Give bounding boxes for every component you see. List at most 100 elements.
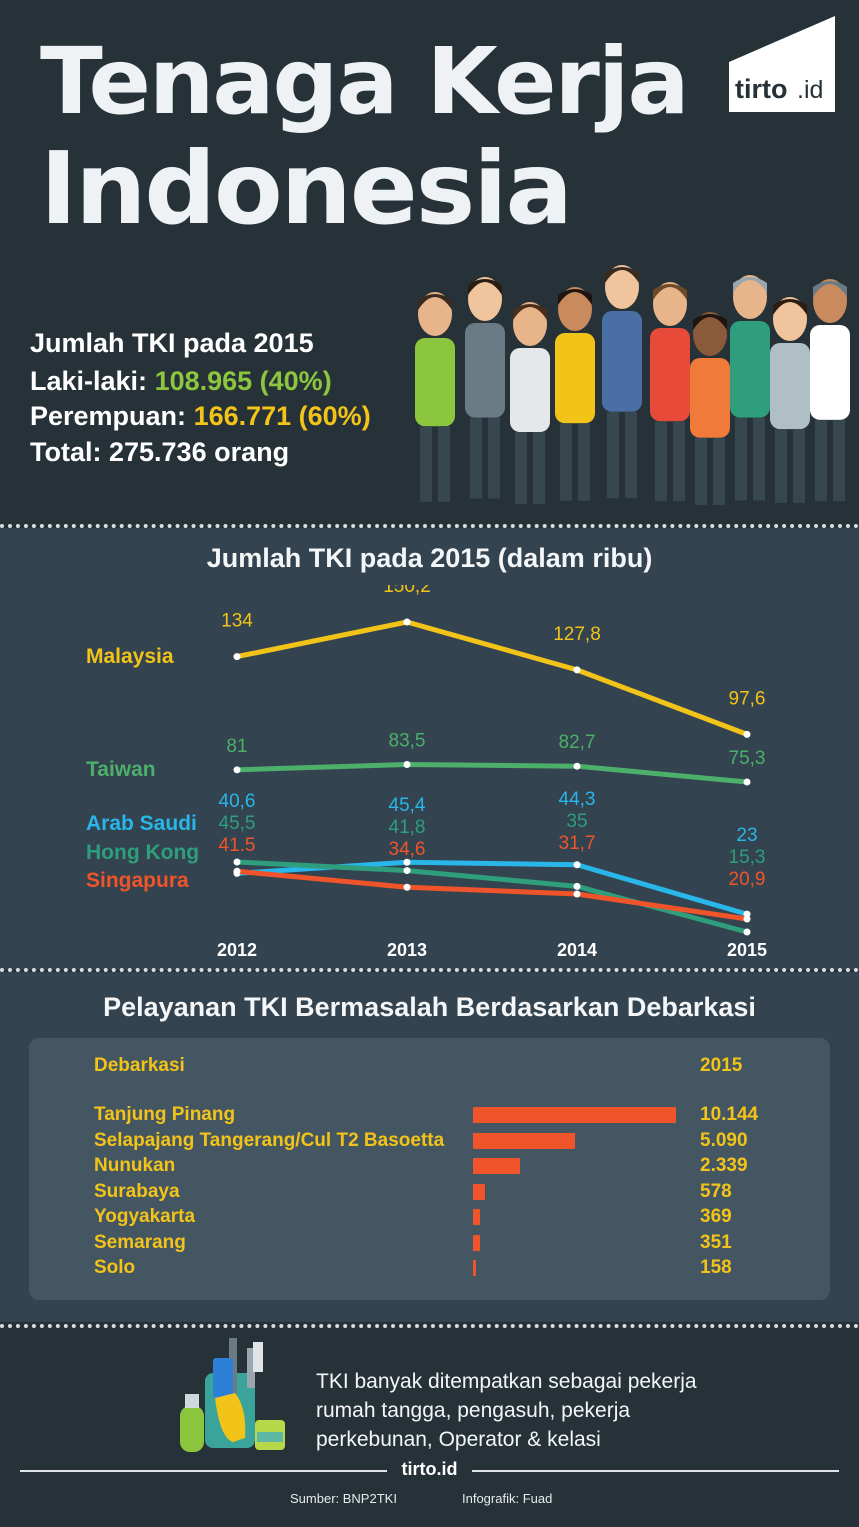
- debarkasi-label: Solo: [94, 1257, 136, 1278]
- debarkasi-label: Semarang: [94, 1231, 186, 1253]
- debarkasi-label: Nunukan: [94, 1155, 176, 1176]
- worker-figure: [690, 312, 730, 505]
- total-stat: Total: 275.736 orang: [30, 437, 290, 467]
- data-label: 81: [226, 736, 247, 757]
- workers-illustration: [415, 265, 850, 505]
- x-tick-label: 2014: [557, 940, 597, 960]
- data-label: 45,5: [219, 813, 256, 834]
- data-label: 83,5: [389, 730, 426, 751]
- source: Sumber: BNP2TKI: [290, 1491, 397, 1506]
- worker-figure: [510, 302, 550, 504]
- data-label: 41,8: [389, 817, 426, 838]
- data-label: 34,6: [389, 839, 426, 860]
- year-header: 2015: [700, 1055, 743, 1076]
- data-point: [233, 653, 241, 661]
- debarkasi-header: Debarkasi: [94, 1055, 185, 1076]
- debarkasi-bar: [473, 1107, 676, 1123]
- worker-figure: [810, 279, 850, 502]
- debarkasi-value: 158: [700, 1257, 732, 1278]
- bar-chart-title: Pelayanan TKI Bermasalah Berdasarkan Deb…: [103, 992, 756, 1022]
- divider: [0, 524, 859, 528]
- data-point: [573, 861, 581, 869]
- debarkasi-value: 351: [700, 1231, 732, 1253]
- series-line: [236, 868, 748, 922]
- cleaning-supplies-icon: [180, 1338, 285, 1452]
- data-point: [743, 730, 751, 738]
- logo-suffix: .id: [797, 76, 823, 104]
- data-point: [743, 915, 751, 923]
- data-point: [743, 778, 751, 786]
- x-tick-label: 2012: [217, 940, 257, 960]
- series-arab-saudi: 40,6 45,4 44,3 23: [219, 789, 758, 918]
- series-singapura: 41.5 34,6 31,7 20,9: [219, 833, 765, 923]
- male-value: 108.965 (40%): [154, 366, 332, 396]
- data-point: [403, 618, 411, 626]
- data-label: 23: [736, 825, 757, 846]
- debarkasi-bar: [473, 1183, 485, 1200]
- data-label: 97,6: [729, 688, 766, 709]
- worker-figure: [415, 292, 455, 502]
- female-value: 166.771 (60%): [193, 401, 371, 431]
- debarkasi-value: 2.339: [700, 1155, 748, 1176]
- worker-figure: [465, 277, 505, 499]
- summary-heading: Jumlah TKI pada 2015: [30, 328, 314, 358]
- data-label: 134: [221, 611, 253, 632]
- title-line-2: Indonesia: [40, 130, 573, 247]
- x-tick-label: 2013: [387, 940, 427, 960]
- worker-figure: [650, 282, 690, 502]
- data-label: 82,7: [559, 732, 596, 753]
- tirto-logo: tirto .id: [729, 16, 835, 112]
- debarkasi-bar: [473, 1209, 481, 1225]
- data-label: 35: [566, 811, 587, 832]
- title-line-1: Tenaga Kerja: [40, 28, 690, 135]
- debarkasi-bar: [473, 1234, 481, 1251]
- legend-arab-saudi: Arab Saudi: [86, 812, 197, 835]
- female-label: Perempuan:: [30, 401, 187, 431]
- debarkasi-label: Tanjung Pinang: [94, 1104, 236, 1125]
- data-label: 75,3: [729, 748, 766, 769]
- male-stat: Laki-laki: 108.965 (40%): [30, 366, 332, 397]
- series-taiwan: 81 83,5 82,7 75,3: [226, 730, 766, 786]
- data-point: [573, 882, 581, 890]
- debarkasi-bar: [473, 1260, 477, 1276]
- legend-taiwan: Taiwan: [86, 758, 156, 781]
- debarkasi-value: 10.144: [700, 1104, 759, 1125]
- female-stat: Perempuan: 166.771 (60%): [30, 401, 371, 432]
- data-label: 31,7: [559, 833, 596, 854]
- data-point: [403, 760, 411, 768]
- data-label: 40,6: [219, 791, 256, 812]
- data-label: 15,3: [729, 847, 766, 868]
- debarkasi-label: Selapajang Tangerang/Cul T2 Basoetta: [94, 1129, 445, 1151]
- data-point: [573, 666, 581, 674]
- legend-hong-kong: Hong Kong: [86, 841, 199, 864]
- worker-figure: [555, 287, 595, 501]
- worker-figure: [602, 265, 642, 499]
- debarkasi-value: 369: [700, 1206, 732, 1227]
- data-label: 45,4: [389, 795, 426, 816]
- data-label: 41.5: [219, 835, 256, 856]
- x-tick-label: 2015: [727, 940, 767, 960]
- male-label: Laki-laki:: [30, 366, 148, 396]
- data-point: [403, 883, 411, 891]
- data-point: [403, 867, 411, 875]
- series-line: [236, 761, 748, 785]
- data-point: [233, 858, 241, 866]
- data-point: [573, 762, 581, 770]
- debarkasi-bar: [473, 1132, 575, 1149]
- series-malaysia: 134 150,2 127,8 97,6: [221, 585, 765, 738]
- debarkasi-bar: [473, 1158, 520, 1174]
- series-hong-kong: 45,5 41,8 35 15,3: [219, 811, 766, 936]
- data-label: 127,8: [553, 624, 601, 645]
- data-point: [233, 766, 241, 774]
- data-point: [403, 858, 411, 866]
- debarkasi-label: Yogyakarta: [94, 1206, 196, 1227]
- footer-brand: tirto.id: [401, 1459, 458, 1479]
- data-point: [573, 890, 581, 898]
- series-line: [236, 619, 748, 737]
- data-point: [743, 910, 751, 918]
- divider: [0, 968, 859, 972]
- footer-note: TKI banyak ditempatkan sebagai pekerja r…: [316, 1370, 697, 1451]
- data-point: [233, 867, 241, 875]
- divider: [0, 1324, 859, 1328]
- line-chart-title: Jumlah TKI pada 2015 (dalam ribu): [206, 543, 653, 573]
